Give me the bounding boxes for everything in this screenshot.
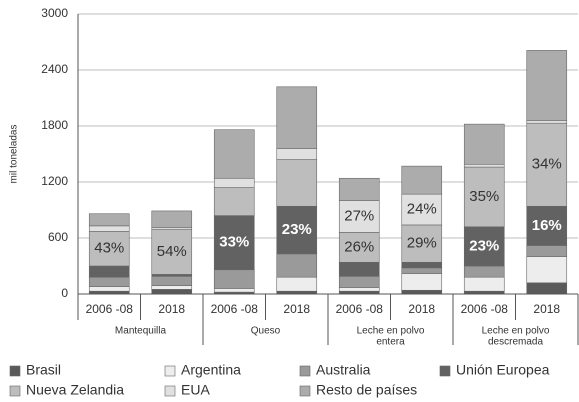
bar-segment <box>213 288 255 293</box>
bar-segment <box>276 86 318 149</box>
x-tick-label: 2006 -08 <box>336 302 384 316</box>
bar-segment <box>401 224 443 263</box>
x-tick-label: 2006 -08 <box>86 302 134 316</box>
legend-swatch <box>299 365 311 377</box>
y-tick-label: 600 <box>48 230 68 244</box>
x-tick-label: 2018 <box>283 302 310 316</box>
share-label: 24% <box>407 201 437 218</box>
bar-segment <box>463 276 505 292</box>
bar-segment <box>213 269 255 289</box>
bar-segment <box>276 159 318 207</box>
bar-segment <box>151 289 193 295</box>
group-label: Queso <box>251 326 281 337</box>
bar-segment <box>526 205 568 246</box>
bar-segment <box>401 273 443 291</box>
bar-segment <box>151 285 193 290</box>
legend-swatch <box>164 385 176 397</box>
share-label: 16% <box>532 217 562 234</box>
group-label: descremada <box>488 337 543 348</box>
share-label: 33% <box>219 234 249 251</box>
x-tick-label: 2018 <box>408 302 435 316</box>
bar-segment <box>88 225 130 232</box>
bar-segment <box>151 210 193 229</box>
y-tick-label: 0 <box>61 286 68 300</box>
legend-label: EUA <box>181 382 210 398</box>
share-label: 27% <box>344 208 374 225</box>
x-tick-label: 2006 -08 <box>211 302 259 316</box>
legend-label: Nueva Zelandia <box>26 382 124 398</box>
y-tick-label: 2400 <box>41 62 68 76</box>
bar-segment <box>401 165 443 195</box>
bar-segment <box>88 265 130 278</box>
y-axis-label: mil toneladas <box>9 125 20 184</box>
bar-segment <box>463 123 505 165</box>
bar-segment <box>276 148 318 160</box>
share-label: 43% <box>94 240 124 257</box>
group-label: Leche en polvo <box>357 326 425 337</box>
bar-segment <box>88 286 130 292</box>
share-label: 23% <box>282 221 312 238</box>
group-label: entera <box>376 337 405 348</box>
share-label: 54% <box>157 243 187 260</box>
bar-segment <box>213 215 255 271</box>
bar-segment <box>401 289 443 295</box>
share-label: 34% <box>532 156 562 173</box>
bar-segment <box>151 229 193 275</box>
bar-segment <box>151 275 193 286</box>
bar-segment <box>213 187 255 216</box>
legend-label: Brasil <box>26 362 61 378</box>
y-tick-label: 1800 <box>41 118 68 132</box>
bar-segment <box>463 166 505 228</box>
y-tick-label: 1200 <box>41 174 68 188</box>
x-tick-label: 2018 <box>158 302 185 316</box>
legend-label: Unión Europea <box>456 362 550 378</box>
share-label: 23% <box>469 237 499 254</box>
legend-swatch <box>9 365 21 377</box>
bar-segment <box>526 256 568 284</box>
bar-segment <box>88 213 130 227</box>
bar-segment <box>401 261 443 269</box>
legend-swatch <box>299 385 311 397</box>
bar-segment <box>526 245 568 257</box>
bar-segment <box>526 282 568 295</box>
y-tick-label: 3000 <box>41 6 68 20</box>
legend-swatch <box>164 365 176 377</box>
bar-segment <box>526 120 568 124</box>
legend-label: Resto de países <box>316 382 417 398</box>
bar-segment <box>276 253 318 278</box>
group-label: Leche en polvo <box>482 326 550 337</box>
bar-segment <box>526 50 568 121</box>
bar-segment <box>463 163 505 168</box>
bar-segment <box>401 193 443 226</box>
share-label: 35% <box>469 188 499 205</box>
share-label: 29% <box>407 235 437 252</box>
bar-segment <box>338 200 380 233</box>
legend-label: Australia <box>316 362 371 378</box>
x-tick-label: 2018 <box>533 302 560 316</box>
bar-segment <box>213 129 255 179</box>
bar-segment <box>88 276 130 287</box>
legend-swatch <box>9 385 21 397</box>
legend-swatch <box>439 365 451 377</box>
legend-label: Argentina <box>181 362 241 378</box>
bar-segment <box>463 265 505 278</box>
bar-segment <box>401 267 443 274</box>
bar-segment <box>338 287 380 292</box>
bar-segment <box>338 275 380 288</box>
x-tick-label: 2006 -08 <box>461 302 509 316</box>
bar-segment <box>338 261 380 277</box>
bar-segment <box>526 122 568 207</box>
bar-segment <box>338 177 380 201</box>
group-label: Mantequilla <box>115 326 167 337</box>
bar-segment <box>276 205 318 255</box>
bar-segment <box>213 177 255 188</box>
bar-segment <box>276 276 318 292</box>
share-label: 26% <box>344 238 374 255</box>
bar-segment <box>338 232 380 263</box>
